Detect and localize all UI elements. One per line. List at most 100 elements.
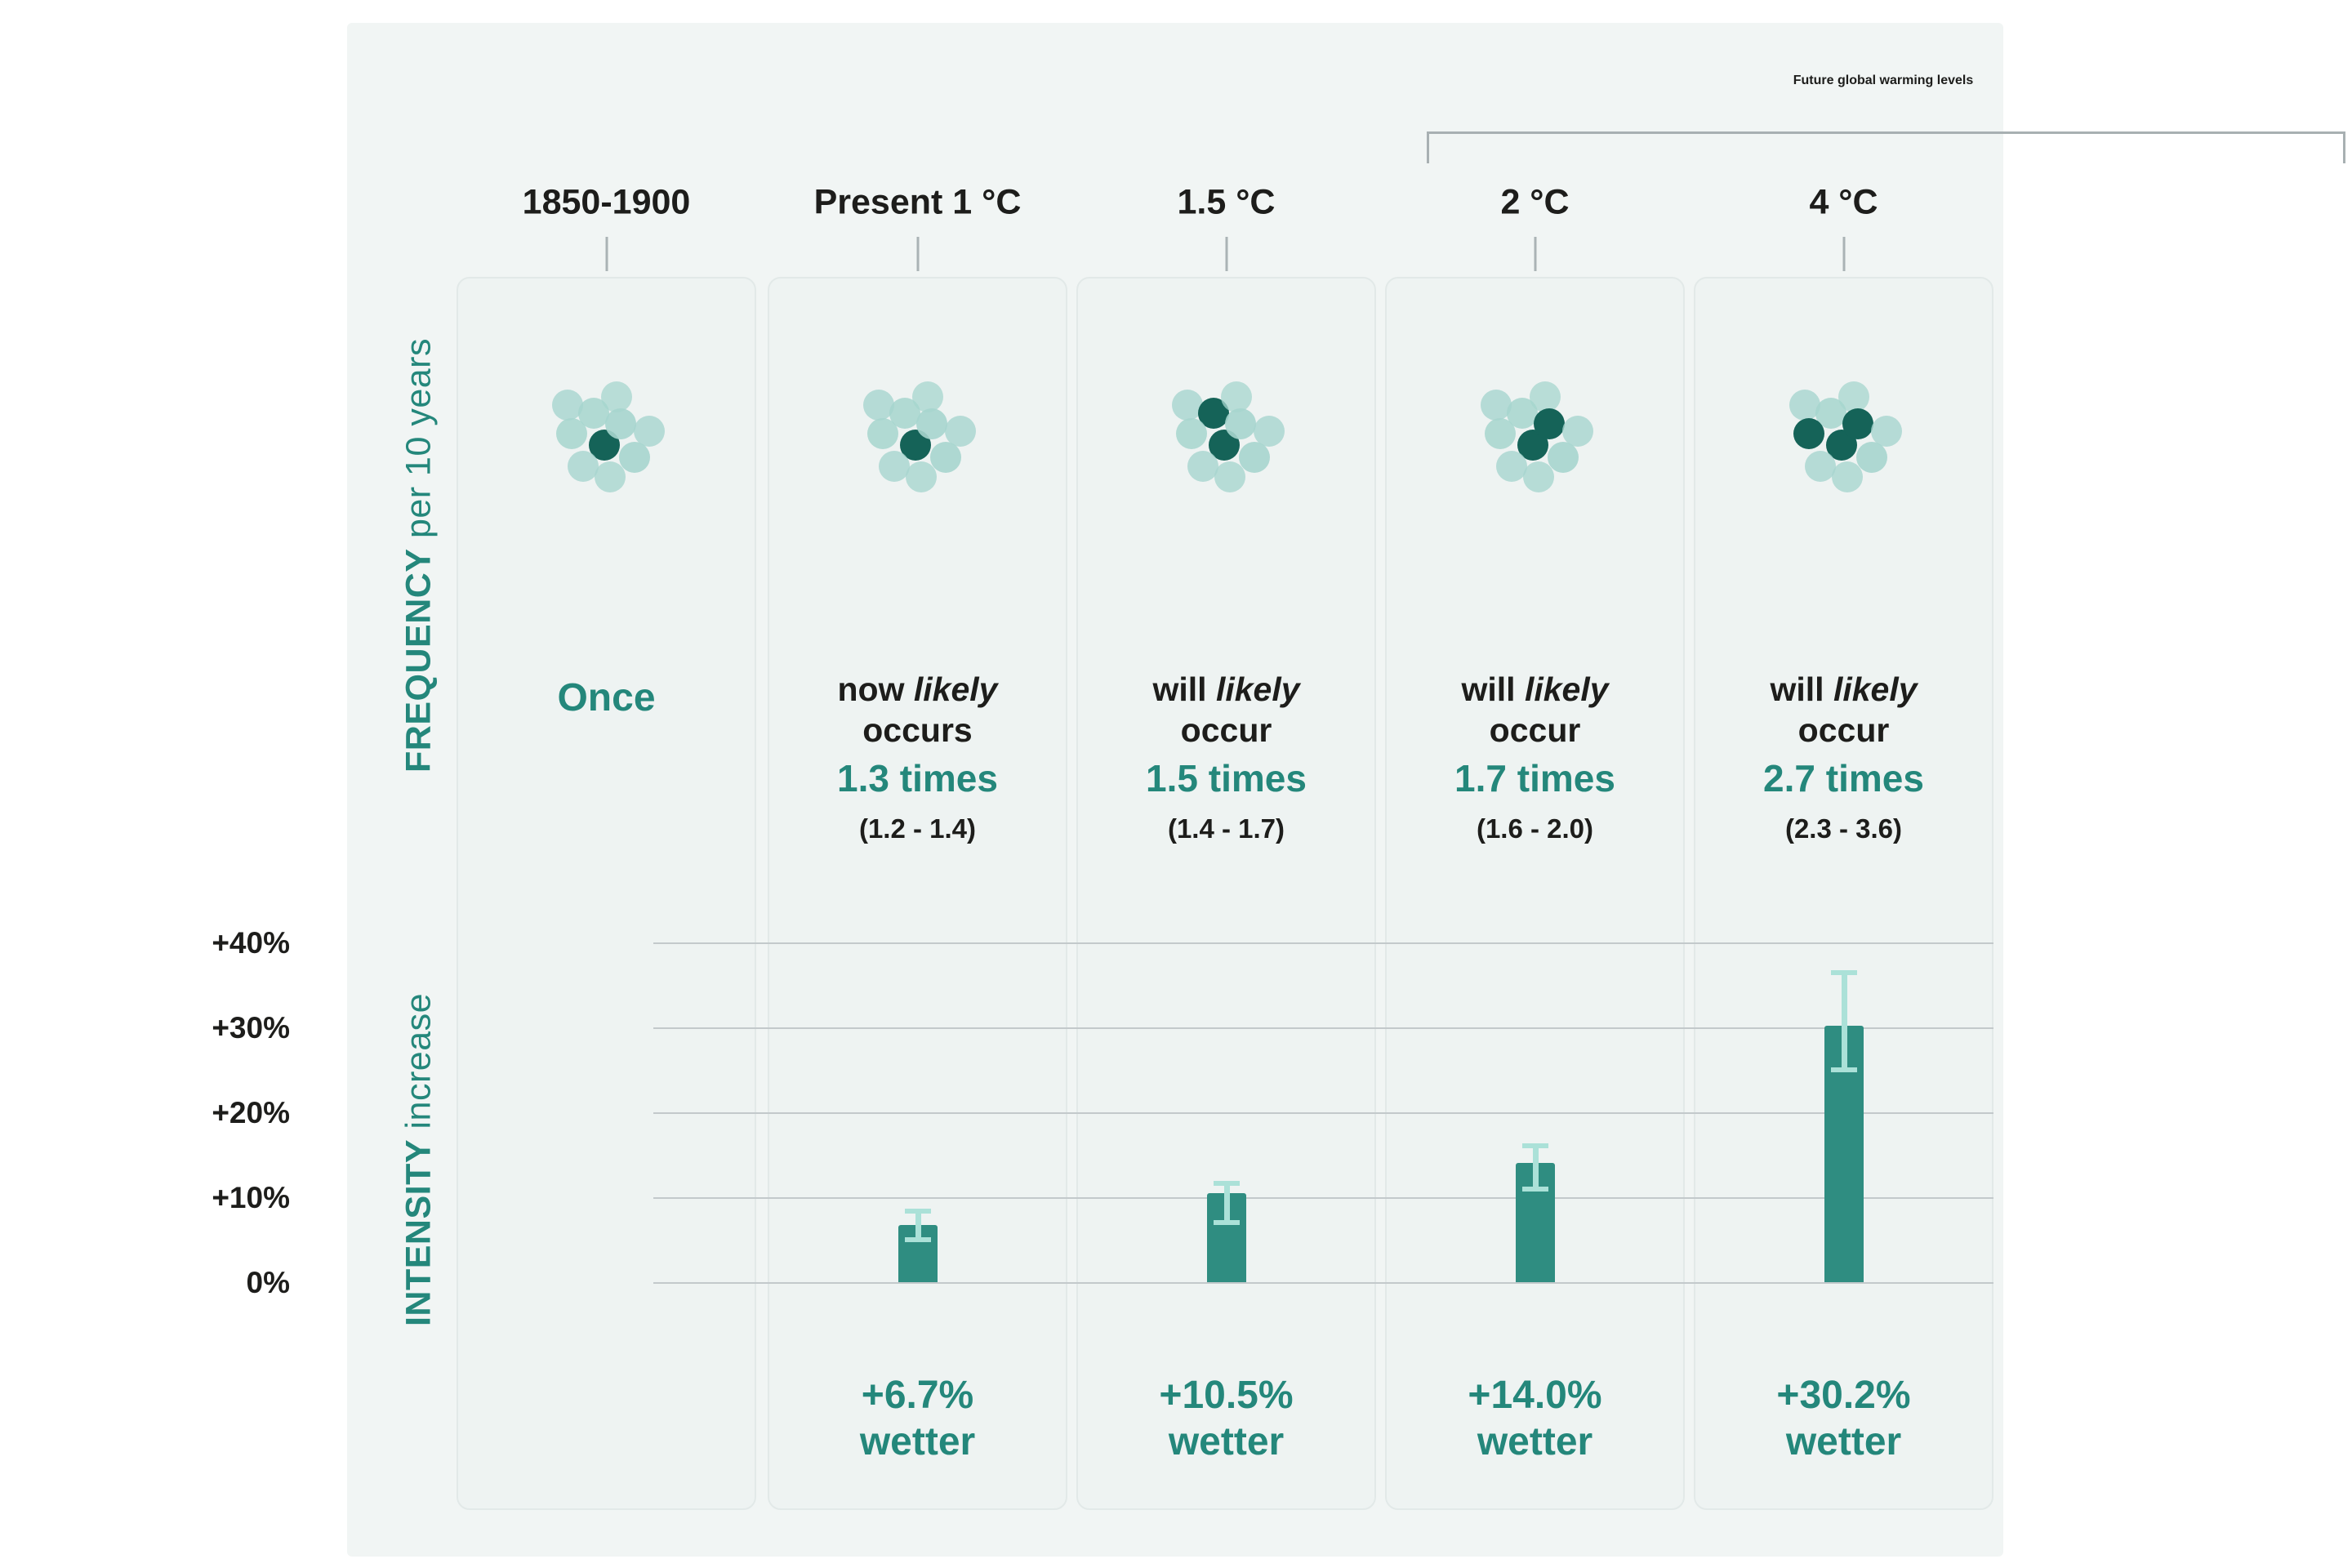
event-dot-light: [1855, 442, 1887, 473]
frequency-likely: likely: [1833, 670, 1918, 708]
frequency-likely: likely: [1524, 670, 1609, 708]
error-bar-cap: [1521, 1143, 1548, 1148]
event-dot-light: [1214, 461, 1245, 492]
frequency-range: (1.2 - 1.4): [858, 813, 977, 844]
wetter-word: wetter: [1785, 1419, 1902, 1463]
frequency-times: 2.7 times: [1763, 757, 1924, 800]
future-warming-levels-title: Future global warming levels: [1793, 74, 1974, 87]
intensity-wetter-label: +14.0% wetter: [1387, 1373, 1683, 1465]
frequency-line1: will: [1461, 670, 1525, 708]
event-dot-light: [594, 461, 626, 492]
frequency-once-label: Once: [557, 676, 656, 719]
event-dot-dark: [1533, 408, 1565, 439]
event-dot-light: [555, 418, 587, 449]
column-header-present-1c: Present 1 °C: [813, 182, 1022, 222]
gridline-10: [653, 1197, 1993, 1199]
event-dot-light: [866, 418, 898, 449]
frequency-text: will likely occur 1.7 times (1.6 - 2.0): [1387, 669, 1683, 845]
gridline-30: [653, 1027, 1993, 1029]
event-dot-light: [1870, 416, 1902, 447]
column-header-1850-1900: 1850-1900: [522, 182, 691, 222]
error-bar-line: [915, 1210, 921, 1240]
event-dot-light: [1547, 442, 1579, 473]
event-dot-light: [1175, 418, 1207, 449]
frequency-range: (2.3 - 3.6): [1784, 813, 1903, 844]
ytick-plus20: +20%: [212, 1096, 290, 1129]
frequency-times: 1.7 times: [1454, 757, 1615, 800]
event-dot-light: [1480, 390, 1512, 421]
event-dot-light: [915, 408, 947, 439]
event-dot-light: [1224, 408, 1256, 439]
event-dot-light: [1220, 381, 1252, 412]
event-dot-light: [1804, 451, 1836, 482]
future-levels-bracket: [1427, 131, 2345, 163]
error-bar-cap: [1830, 1067, 1857, 1072]
frequency-line1: will: [1152, 670, 1216, 708]
gridline-20: [653, 1112, 1993, 1114]
event-dot-light: [1561, 416, 1593, 447]
event-dot-light: [1529, 381, 1561, 412]
frequency-line1: will: [1770, 670, 1833, 708]
frequency-text: will likely occur 1.5 times (1.4 - 1.7): [1078, 669, 1374, 845]
event-dot-light: [1831, 461, 1863, 492]
frequency-line2: occur: [1797, 711, 1890, 750]
error-bar-cap: [1521, 1186, 1548, 1192]
event-dot-light: [1171, 390, 1203, 421]
error-bar-cap: [1213, 1181, 1240, 1187]
event-dot-light: [929, 442, 961, 473]
header-tick: [1225, 237, 1227, 271]
column-card-4c: will likely occur 2.7 times (2.3 - 3.6) …: [1694, 277, 1993, 1510]
ytick-plus40: +40%: [212, 926, 290, 960]
ytick-zero: 0%: [246, 1266, 290, 1299]
frequency-line2: occurs: [862, 711, 973, 750]
ytick-plus10: +10%: [212, 1181, 290, 1214]
event-dot-light: [633, 416, 665, 447]
event-dot-light: [944, 416, 976, 447]
frequency-times: 1.3 times: [837, 757, 998, 800]
wetter-value: +14.0%: [1468, 1374, 1602, 1417]
event-dot-light: [1187, 451, 1218, 482]
header-tick: [605, 237, 608, 271]
column-header-4c: 4 °C: [1809, 182, 1878, 222]
event-dot-light: [551, 390, 583, 421]
event-dot-light: [1484, 418, 1516, 449]
event-dot-light: [1495, 451, 1527, 482]
column-card-1-5c: will likely occur 1.5 times (1.4 - 1.7) …: [1076, 277, 1376, 1510]
frequency-range: (1.6 - 2.0): [1476, 813, 1594, 844]
intensity-wetter-label: +6.7% wetter: [769, 1373, 1066, 1465]
event-dot-light: [567, 451, 599, 482]
gridline-40: [653, 942, 1993, 944]
event-dot-light: [600, 381, 632, 412]
column-card-2c: will likely occur 1.7 times (1.6 - 2.0) …: [1385, 277, 1685, 1510]
chart-panel: Future global warming levels 1850-1900 P…: [212, 23, 2345, 1557]
event-dot-light: [905, 461, 937, 492]
event-dot-light: [862, 390, 894, 421]
ytick-plus30: +30%: [212, 1011, 290, 1045]
event-dot-light: [878, 451, 910, 482]
wetter-word: wetter: [1168, 1419, 1285, 1463]
column-card-1850-1900: Once: [457, 277, 756, 1510]
event-dot-light: [618, 442, 650, 473]
frequency-line2: occur: [1180, 711, 1272, 750]
event-dot-light: [1238, 442, 1270, 473]
event-dot-light: [604, 408, 636, 439]
intensity-axis-label-strong: INTENSITY: [399, 1138, 439, 1327]
event-dot-dark: [1793, 418, 1824, 449]
error-bar-line: [1532, 1145, 1539, 1189]
header-tick: [1534, 237, 1536, 271]
event-dot-light: [1838, 381, 1869, 412]
event-dot-light: [911, 381, 943, 412]
event-dot-light: [1522, 461, 1554, 492]
wetter-word: wetter: [859, 1419, 976, 1463]
wetter-value: +30.2%: [1776, 1374, 1911, 1417]
event-dot-dark: [1842, 408, 1873, 439]
column-card-present-1c: now likely occurs 1.3 times (1.2 - 1.4) …: [768, 277, 1067, 1510]
wetter-value: +10.5%: [1159, 1374, 1294, 1417]
gridline-0: [653, 1282, 1993, 1284]
frequency-text: now likely occurs 1.3 times (1.2 - 1.4): [769, 669, 1066, 845]
intensity-wetter-label: +30.2% wetter: [1695, 1373, 1992, 1465]
frequency-likely: likely: [913, 670, 998, 708]
intensity-axis-label: INTENSITY increase: [399, 993, 439, 1326]
error-bar-line: [1223, 1183, 1230, 1223]
